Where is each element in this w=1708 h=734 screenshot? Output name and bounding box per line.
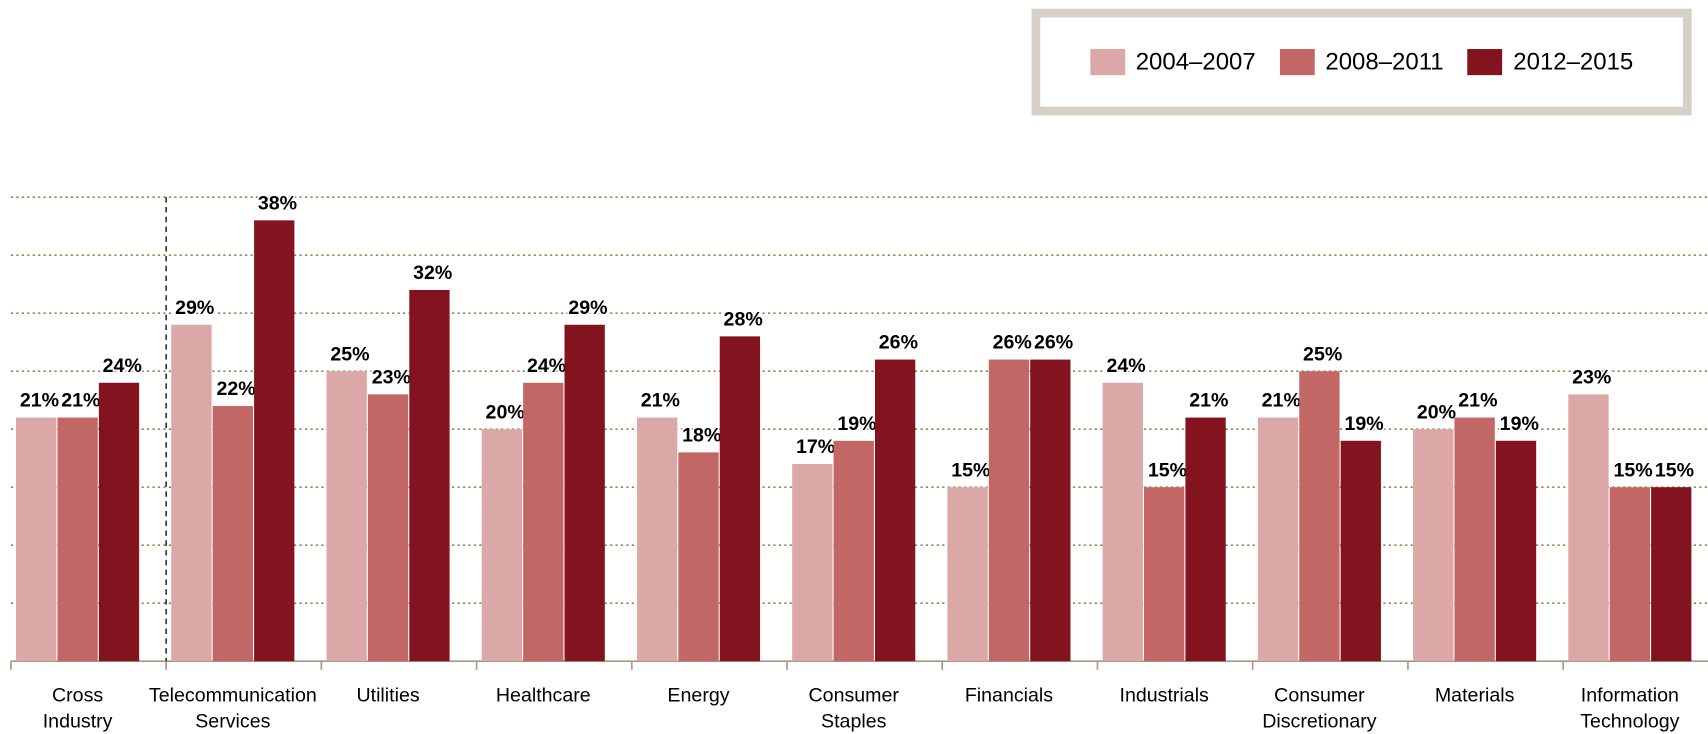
- data-label: 24%: [1106, 355, 1145, 377]
- bar: [636, 417, 678, 662]
- bar: [947, 487, 988, 662]
- legend-item: 2012–2015: [1467, 47, 1634, 76]
- bar: [326, 371, 367, 662]
- bar: [1609, 487, 1651, 662]
- bar: [1030, 359, 1071, 662]
- data-label: 15%: [1655, 459, 1694, 481]
- data-label: 26%: [879, 332, 918, 354]
- data-label: 21%: [1458, 390, 1497, 412]
- data-label: 21%: [20, 390, 59, 412]
- bar: [98, 382, 140, 662]
- data-label: 38%: [258, 192, 297, 214]
- bar: [212, 405, 253, 662]
- data-label: 22%: [216, 378, 255, 400]
- bar: [1257, 417, 1299, 662]
- x-tick-label: Healthcare: [495, 684, 591, 706]
- bar: [874, 359, 916, 662]
- bar: [1651, 487, 1692, 662]
- data-label: 21%: [1189, 390, 1228, 412]
- data-label: 29%: [175, 297, 214, 319]
- data-label: 15%: [1148, 459, 1187, 481]
- bar: [367, 394, 409, 662]
- legend-label: 2004–2007: [1135, 47, 1256, 76]
- legend-swatch: [1467, 49, 1503, 76]
- data-label: 25%: [1303, 343, 1342, 365]
- x-tick-label: Financials: [964, 684, 1054, 706]
- data-label: 20%: [486, 401, 525, 423]
- bar: [481, 429, 523, 662]
- data-label: 19%: [1500, 413, 1539, 435]
- legend-label: 2008–2011: [1325, 47, 1444, 76]
- legend-swatch: [1279, 49, 1315, 76]
- x-tick-label: Industrials: [1119, 684, 1209, 706]
- data-label: 23%: [1572, 366, 1611, 388]
- legend-label: 2012–2015: [1513, 47, 1634, 76]
- data-label: 19%: [837, 413, 876, 435]
- bar: [719, 336, 761, 662]
- x-tick-label: Information Technology: [1580, 684, 1680, 733]
- bar: [678, 452, 719, 662]
- x-tick-label: Consumer Discretionary: [1262, 684, 1377, 733]
- bar: [16, 417, 57, 662]
- data-label: 21%: [1262, 390, 1301, 412]
- bar: [1185, 417, 1226, 662]
- data-label: 32%: [413, 262, 452, 284]
- bar: [171, 324, 212, 662]
- bar: [1495, 440, 1537, 662]
- bar: [792, 463, 833, 662]
- legend-item: 2004–2007: [1089, 47, 1256, 76]
- data-label: 17%: [796, 436, 835, 458]
- data-label: 26%: [993, 332, 1032, 354]
- data-label: 21%: [641, 390, 680, 412]
- bar: [1144, 487, 1185, 662]
- bar: [1413, 429, 1454, 662]
- data-label: 15%: [951, 459, 990, 481]
- bar: [523, 382, 564, 662]
- bar: [1568, 394, 1609, 662]
- data-label: 24%: [103, 355, 142, 377]
- bar: [409, 289, 450, 662]
- x-tick-label: Consumer Staples: [808, 684, 899, 733]
- bar: [1102, 382, 1143, 662]
- bar: [1454, 417, 1495, 662]
- bar: [1340, 440, 1381, 662]
- x-tick-label: Utilities: [356, 684, 420, 706]
- legend-swatch: [1089, 49, 1125, 76]
- data-label: 15%: [1614, 459, 1653, 481]
- data-label: 19%: [1344, 413, 1383, 435]
- legend: 2004–2007 2008–2011 2012–2015: [1031, 8, 1692, 116]
- data-label: 18%: [682, 424, 721, 446]
- data-label: 25%: [330, 343, 369, 365]
- bar: [57, 417, 98, 662]
- bar: [833, 440, 874, 662]
- bar: [254, 220, 295, 662]
- data-label: 20%: [1417, 401, 1456, 423]
- data-label: 23%: [372, 366, 411, 388]
- x-tick-label: Energy: [667, 684, 730, 706]
- data-label: 28%: [724, 308, 763, 330]
- data-label: 26%: [1034, 332, 1073, 354]
- legend-item: 2008–2011: [1279, 47, 1444, 76]
- data-label: 29%: [568, 297, 607, 319]
- bar: [988, 359, 1030, 662]
- bar: [564, 324, 605, 662]
- x-tick-label: Cross Industry: [42, 684, 113, 733]
- x-tick-label: Materials: [1434, 684, 1515, 706]
- bar: [1299, 371, 1340, 662]
- data-label: 24%: [527, 355, 566, 377]
- x-tick-label: Telecommunication Services: [148, 684, 317, 733]
- data-label: 21%: [61, 390, 100, 412]
